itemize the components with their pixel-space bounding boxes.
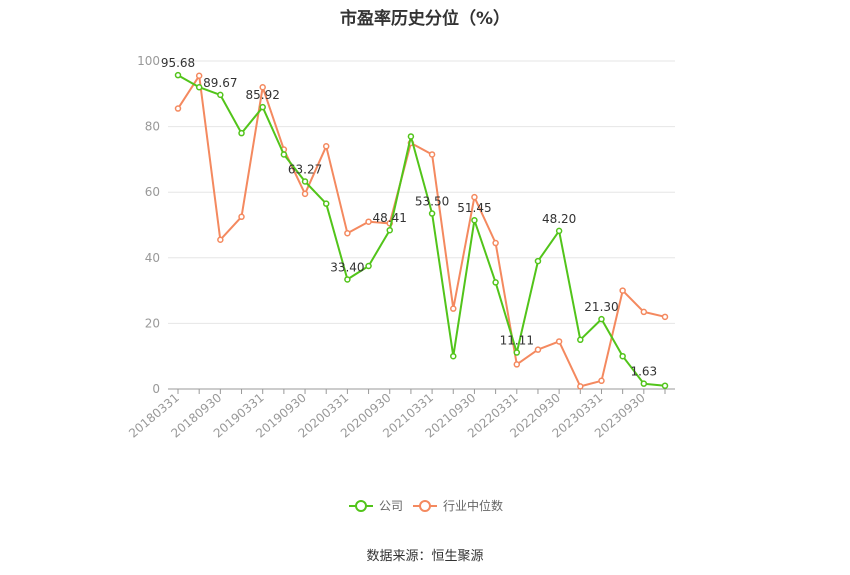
y-tick-label: 40 xyxy=(145,251,160,265)
chart-title: 市盈率历史分位（%） xyxy=(339,9,511,29)
industry-median-point xyxy=(577,383,584,390)
company-point xyxy=(450,352,457,360)
industry-median-point xyxy=(640,308,648,316)
industry-median-point xyxy=(492,239,499,247)
company-point xyxy=(577,336,584,344)
company-point xyxy=(661,382,669,389)
data-labels: 95.68 89.67 85.92 63.27 33.40 48.41 53.50 51.45… xyxy=(161,56,657,378)
data-source-note: 数据来源：恒生聚源 xyxy=(366,549,484,564)
y-tick-label: 20 xyxy=(145,316,160,330)
industry-median-point xyxy=(322,143,330,150)
company-line xyxy=(177,74,666,387)
industry-median-point xyxy=(259,83,266,91)
industry-median-line xyxy=(177,74,666,388)
data-label: 21.30 xyxy=(584,300,618,314)
industry-median-point xyxy=(450,305,457,312)
industry-median-point xyxy=(619,287,626,294)
company-point xyxy=(492,279,499,286)
company-point xyxy=(238,129,245,137)
data-label: 63.27 xyxy=(288,162,322,176)
data-label: 53.50 xyxy=(415,195,449,209)
industry-median-point xyxy=(513,361,521,368)
legend-swatch-marker xyxy=(419,500,431,512)
legend-item-industry-median[interactable]: 行业中位数 xyxy=(413,498,503,513)
company-point xyxy=(428,210,436,217)
company-point xyxy=(619,352,626,360)
company-point xyxy=(344,276,351,283)
data-label: 85.92 xyxy=(246,88,280,102)
company-point xyxy=(365,262,372,270)
company-point xyxy=(471,216,478,224)
company-point xyxy=(513,349,521,356)
data-label: 33.40 xyxy=(330,260,364,274)
industry-median-point xyxy=(661,313,669,321)
industry-median-point xyxy=(238,213,245,221)
company-point xyxy=(174,71,182,79)
industry-median-point xyxy=(174,105,182,112)
company-point xyxy=(280,151,288,158)
company-point xyxy=(301,178,309,185)
data-label: 48.41 xyxy=(373,211,407,225)
company-point xyxy=(640,380,648,387)
legend-label: 行业中位数 xyxy=(443,498,503,513)
company-point xyxy=(259,103,266,111)
industry-median-point xyxy=(555,338,563,345)
company-point xyxy=(322,200,330,207)
industry-median-point xyxy=(598,377,605,385)
company-point xyxy=(195,83,203,91)
y-tick-label: 0 xyxy=(152,382,160,396)
industry-median-point xyxy=(471,193,478,201)
data-label: 95.68 xyxy=(161,56,195,70)
industry-median-point xyxy=(344,229,351,237)
industry-median-point xyxy=(195,72,203,80)
data-label: 48.20 xyxy=(542,212,576,226)
legend-swatch-marker xyxy=(355,500,367,512)
y-tick-label: 80 xyxy=(145,120,160,134)
legend-label: 公司 xyxy=(379,499,403,513)
company-point xyxy=(534,257,542,265)
industry-median-point xyxy=(534,346,542,353)
data-label: 51.45 xyxy=(457,201,491,215)
industry-median-point xyxy=(428,151,436,158)
company-point xyxy=(555,227,563,235)
company-point xyxy=(217,91,224,99)
company-point xyxy=(386,226,393,234)
data-label: 1.63 xyxy=(630,365,657,379)
company-point xyxy=(598,315,605,323)
legend-item-company[interactable]: 公司 xyxy=(349,499,403,513)
y-tick-label: 100 xyxy=(137,54,160,68)
y-tick-label: 60 xyxy=(145,185,160,199)
industry-median-point xyxy=(365,218,372,225)
series-lines xyxy=(174,71,669,390)
company-point xyxy=(407,133,415,140)
legend[interactable]: 公司 行业中位数 xyxy=(349,498,503,513)
data-label: 11.11 xyxy=(500,334,534,348)
data-label: 89.67 xyxy=(203,76,237,90)
industry-median-point xyxy=(217,236,224,244)
grid-lines xyxy=(168,60,675,324)
industry-median-point xyxy=(301,190,309,198)
